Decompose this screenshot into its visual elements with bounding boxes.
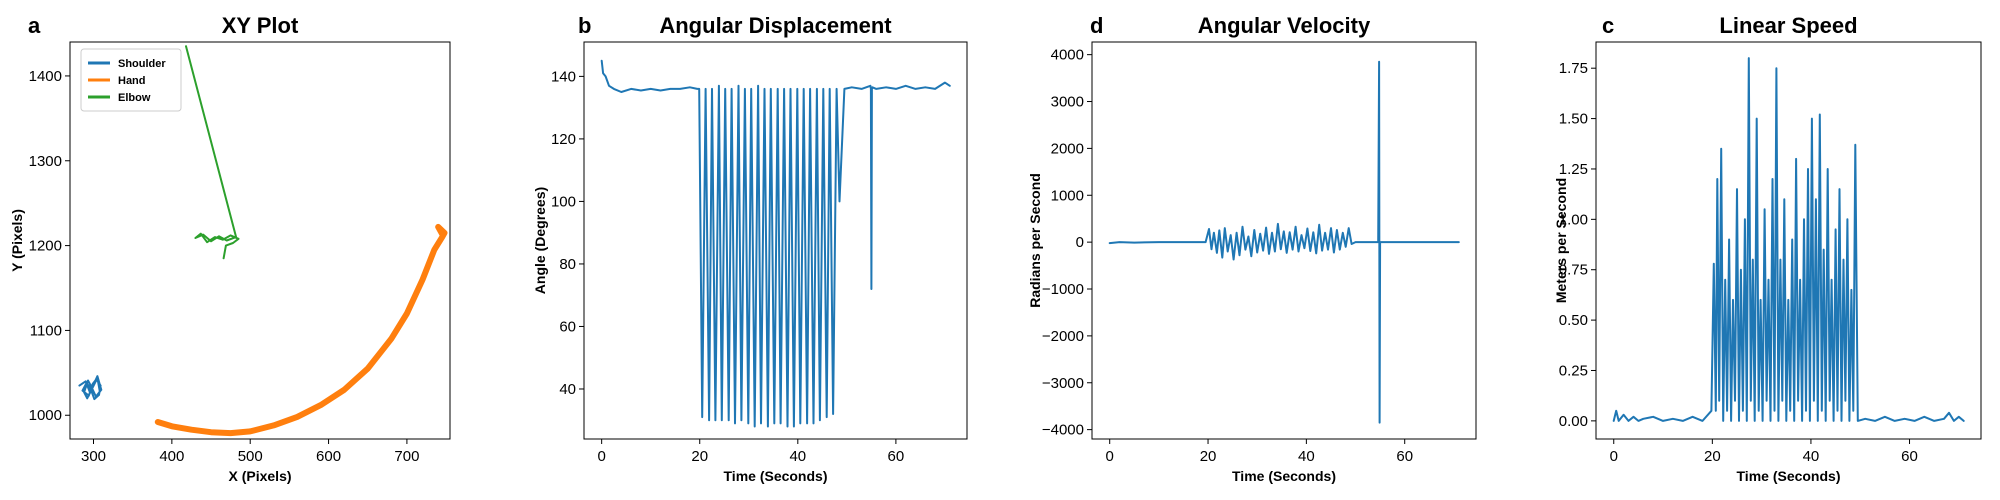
series-line-d-0 bbox=[1108, 60, 1460, 424]
x-axis-label: Time (Seconds) bbox=[1232, 468, 1336, 484]
y-tick-label: 0 bbox=[1076, 234, 1084, 251]
chart-panel-b: 0 20 40 60 40 60 80 100 120 140 Angular Displaceme… bbox=[532, 13, 968, 484]
y-tick-label: 1.50 bbox=[1559, 111, 1588, 128]
legend-label-shoulder: Shoulder bbox=[118, 58, 166, 70]
chart-title: Angular Displacement bbox=[659, 13, 892, 38]
y-tick-label: 2000 bbox=[1051, 140, 1084, 157]
y-tick-label: 1300 bbox=[29, 153, 62, 170]
legend: Shoulder Hand Elbow bbox=[80, 48, 182, 112]
y-tick-label: 1.25 bbox=[1559, 161, 1588, 178]
axes-frame bbox=[69, 41, 451, 440]
x-tick-label: 300 bbox=[81, 448, 106, 465]
y-tick-label: 1000 bbox=[1051, 187, 1084, 204]
x-tick-label: 700 bbox=[394, 448, 419, 465]
axes-frame bbox=[583, 41, 968, 440]
chart-title: Linear Speed bbox=[1719, 13, 1857, 38]
y-tick-label: −4000 bbox=[1042, 422, 1084, 439]
x-tick-label: 60 bbox=[888, 448, 905, 465]
series-line-shoulder bbox=[78, 375, 103, 401]
series-line-hand bbox=[154, 223, 448, 437]
x-tick-label: 40 bbox=[789, 448, 806, 465]
x-tick-label: 600 bbox=[316, 448, 341, 465]
x-axis-label: X (Pixels) bbox=[228, 468, 291, 484]
y-tick-label: 40 bbox=[559, 381, 576, 398]
legend-label-hand: Hand bbox=[118, 75, 146, 87]
y-tick-label: 80 bbox=[559, 256, 576, 273]
series-line-c-0 bbox=[1612, 57, 1965, 422]
y-tick-label: 120 bbox=[551, 131, 576, 148]
y-tick-label: 0.25 bbox=[1559, 362, 1588, 379]
chart-panel-c: 0 20 40 60 0.00 0.25 0.50 0.75 1.00 1.25 1.50 1.75 L… bbox=[1553, 13, 1982, 484]
x-tick-label: 20 bbox=[1200, 448, 1217, 465]
y-tick-label: 0.50 bbox=[1559, 312, 1588, 329]
chart-panel-d: 0 20 40 60 −4000 −3000 −2000 −1000 0 1000 2000 3000… bbox=[1027, 13, 1477, 484]
y-tick-label: −2000 bbox=[1042, 328, 1084, 345]
y-tick-label: 1400 bbox=[29, 68, 62, 85]
x-tick-label: 60 bbox=[1901, 448, 1918, 465]
y-axis-label: Angle (Degrees) bbox=[532, 187, 548, 294]
y-tick-label: 1.00 bbox=[1559, 211, 1588, 228]
y-axis-label: Radians per Second bbox=[1027, 173, 1043, 308]
y-tick-label: −3000 bbox=[1042, 375, 1084, 392]
y-tick-label: 140 bbox=[551, 68, 576, 85]
series-line-b-0 bbox=[600, 59, 951, 428]
x-tick-label: 20 bbox=[691, 448, 708, 465]
axes-frame bbox=[1595, 41, 1982, 440]
chart-title: Angular Velocity bbox=[1198, 13, 1371, 38]
x-tick-label: 400 bbox=[159, 448, 184, 465]
y-tick-label: 1000 bbox=[29, 407, 62, 424]
panel-letter: c bbox=[1602, 13, 1614, 38]
panel-letter: d bbox=[1090, 13, 1103, 38]
x-tick-label: 20 bbox=[1704, 448, 1721, 465]
x-tick-label: 0 bbox=[597, 448, 605, 465]
y-axis-label: Meters per Second bbox=[1553, 178, 1569, 303]
y-tick-label: −1000 bbox=[1042, 281, 1084, 298]
chart-panel-a: 300 400 500 600 700 1000 1100 1200 1300 1400 XY Pl… bbox=[9, 13, 451, 484]
x-tick-label: 0 bbox=[1106, 448, 1114, 465]
x-axis-label: Time (Seconds) bbox=[724, 468, 828, 484]
y-tick-label: 60 bbox=[559, 318, 576, 335]
y-axis-label: Y (Pixels) bbox=[9, 209, 25, 272]
y-tick-label: 100 bbox=[551, 193, 576, 210]
x-tick-label: 500 bbox=[238, 448, 263, 465]
axes-frame bbox=[1091, 41, 1477, 440]
x-tick-label: 40 bbox=[1298, 448, 1315, 465]
y-tick-label: 1200 bbox=[29, 238, 62, 255]
panel-letter: b bbox=[578, 13, 591, 38]
x-tick-label: 0 bbox=[1610, 448, 1618, 465]
chart-title: XY Plot bbox=[222, 13, 299, 38]
y-tick-label: 1100 bbox=[30, 322, 62, 339]
x-axis-label: Time (Seconds) bbox=[1737, 468, 1841, 484]
series-line-elbow bbox=[185, 45, 240, 260]
legend-label-elbow: Elbow bbox=[118, 92, 151, 104]
y-tick-label: 4000 bbox=[1051, 47, 1084, 64]
y-tick-label: 0.75 bbox=[1559, 262, 1588, 279]
x-tick-label: 40 bbox=[1803, 448, 1820, 465]
y-tick-label: 1.75 bbox=[1559, 60, 1588, 77]
x-tick-label: 60 bbox=[1396, 448, 1413, 465]
y-tick-label: 3000 bbox=[1051, 94, 1084, 111]
panel-letter: a bbox=[28, 13, 41, 38]
y-tick-label: 0.00 bbox=[1559, 413, 1588, 430]
